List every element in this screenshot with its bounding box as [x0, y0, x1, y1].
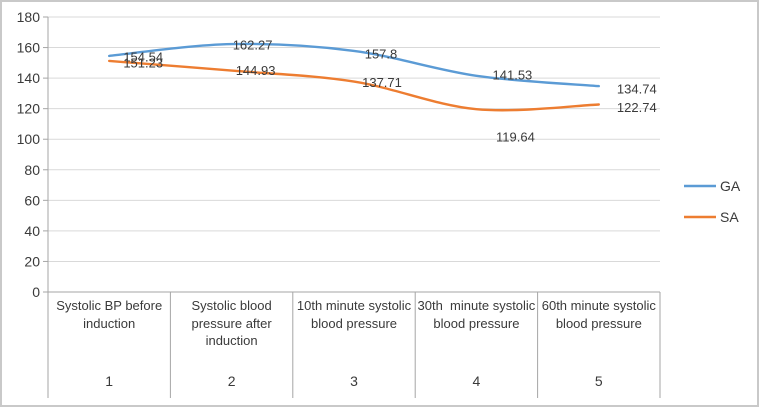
- category-label: 10th minute systolic blood pressure: [296, 298, 415, 331]
- category-cell: 30th minute systolic blood pressure 4: [415, 292, 537, 398]
- category-number: 4: [472, 373, 481, 389]
- category-cell: 60th minute systolic blood pressure 5: [538, 292, 660, 398]
- legend-label-sa: SA: [720, 209, 739, 225]
- category-number: 2: [227, 373, 236, 389]
- data-label-ga: 134.74: [617, 82, 657, 97]
- data-label-sa: 119.64: [496, 130, 535, 145]
- category-number: 5: [594, 373, 603, 389]
- y-tick-label: 60: [24, 192, 40, 208]
- y-tick-label: 0: [32, 284, 40, 300]
- y-tick-label: 100: [17, 131, 41, 147]
- data-label-ga: 162.27: [233, 38, 273, 53]
- category-label: 60th minute systolic blood pressure: [541, 298, 660, 331]
- category-label: 30th minute systolic blood pressure: [417, 298, 539, 331]
- category-number: 1: [105, 373, 114, 389]
- data-label-sa: 122.74: [617, 100, 657, 115]
- category-cell: Systolic blood pressure after induction 2: [170, 292, 292, 398]
- series-line-ga: [108, 42, 600, 88]
- data-label-sa: 144.93: [236, 63, 276, 78]
- y-tick-label: 180: [17, 9, 41, 25]
- data-label-sa: 151.23: [123, 55, 163, 70]
- category-cell: Systolic BP before induction 1: [48, 292, 170, 398]
- legend-label-ga: GA: [720, 178, 741, 194]
- category-label: Systolic BP before induction: [56, 298, 166, 331]
- data-label-sa: 137.71: [362, 75, 402, 90]
- y-tick-label: 20: [24, 253, 40, 269]
- x-axis-category-table: Systolic BP before induction 1 Systolic bl…: [48, 292, 660, 398]
- data-label-ga: 157.8: [365, 46, 398, 61]
- series-line-sa: [108, 59, 600, 112]
- data-label-ga: 141.53: [493, 67, 533, 82]
- y-tick-label: 160: [17, 40, 41, 56]
- y-tick-label: 120: [17, 101, 41, 117]
- category-label: Systolic blood pressure after induction: [191, 298, 276, 349]
- category-cell: 10th minute systolic blood pressure 3: [293, 292, 415, 398]
- y-tick-label: 40: [24, 223, 40, 239]
- y-tick-label: 80: [24, 162, 40, 178]
- y-tick-label: 140: [17, 70, 41, 86]
- category-number: 3: [350, 373, 358, 389]
- data-label-ga: 154.54: [123, 49, 163, 64]
